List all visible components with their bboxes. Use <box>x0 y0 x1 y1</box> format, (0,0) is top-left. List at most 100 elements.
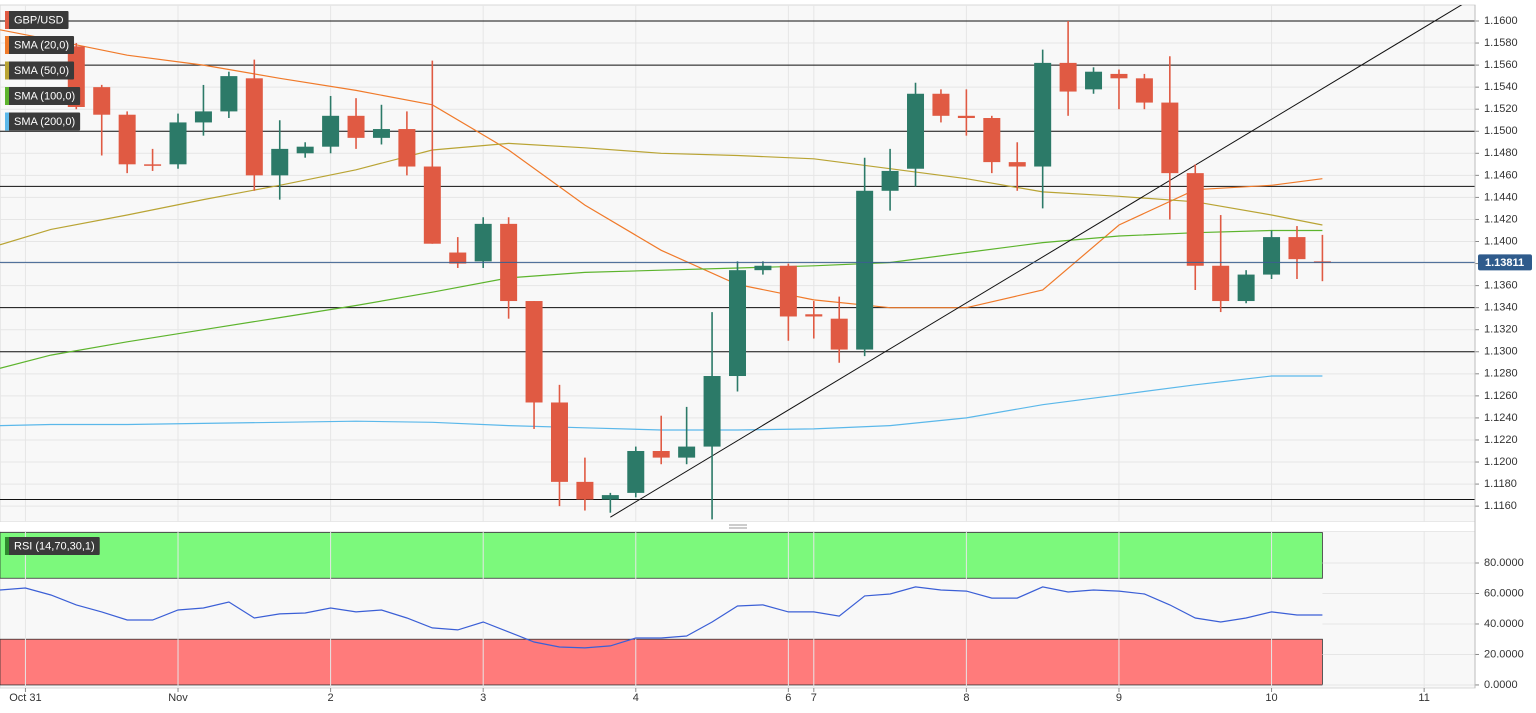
candle-body <box>525 301 543 403</box>
y-tick-label: 1.1260 <box>1484 390 1518 402</box>
legend-box <box>5 61 75 80</box>
candle-body <box>1263 237 1281 275</box>
y-tick-label: 1.1240 <box>1484 412 1518 424</box>
legend-swatch <box>5 11 9 29</box>
candle-body <box>729 270 746 377</box>
candle-body <box>983 118 1001 163</box>
y-tick-label: 40.0000 <box>1484 618 1524 630</box>
y-tick-label: 1.1300 <box>1484 346 1518 358</box>
y-tick-label: 1.1320 <box>1484 324 1518 336</box>
candle-body <box>144 164 162 166</box>
y-tick-label: 1.1340 <box>1484 302 1518 314</box>
candle-body <box>93 87 111 115</box>
x-tick-label: 2 <box>328 692 334 704</box>
candle-body <box>754 265 772 271</box>
y-tick-label: 1.1400 <box>1484 235 1518 247</box>
y-tick-label: 1.1440 <box>1484 191 1518 203</box>
rsi-zone <box>0 532 1323 579</box>
legend-swatch <box>5 36 9 54</box>
candle-body <box>372 129 390 138</box>
x-tick-label: Oct 31 <box>9 692 41 704</box>
rsi-series <box>0 531 1475 688</box>
candle-body <box>703 376 721 447</box>
legend-label: RSI (14,70,30,1) <box>14 540 95 552</box>
candle-body <box>652 450 670 458</box>
legend-item: SMA (100,0) <box>5 87 81 105</box>
candle-body <box>678 446 696 458</box>
y-tick-label: 1.1360 <box>1484 280 1518 292</box>
candle-body <box>1059 62 1077 92</box>
y-tick-label: 1.1160 <box>1484 500 1517 512</box>
sma-line <box>0 29 1323 309</box>
x-tick-label: 11 <box>1418 692 1429 704</box>
candle-body <box>474 223 492 262</box>
y-tick-label: 1.1600 <box>1484 15 1518 27</box>
candle-body <box>1212 265 1230 302</box>
candle-body <box>932 93 950 116</box>
candle-body <box>423 166 441 244</box>
legend-item: GBP/USD <box>5 11 69 29</box>
candle-body <box>856 190 874 350</box>
candle-body <box>271 148 289 176</box>
y-tick-label: 1.1580 <box>1484 37 1518 49</box>
sma-line <box>0 229 1323 369</box>
candle-body <box>322 115 340 147</box>
x-tick-label: 7 <box>811 692 817 704</box>
candle-body <box>1008 162 1026 167</box>
trend-line <box>610 5 1463 518</box>
candle-body <box>245 78 263 176</box>
candle-body <box>881 170 899 191</box>
y-tick-label: 60.0000 <box>1484 587 1524 599</box>
panel-divider[interactable] <box>0 522 1475 531</box>
legend-box <box>5 112 81 131</box>
x-tick-label: 6 <box>785 692 791 704</box>
candle-body <box>169 122 187 165</box>
sma-line <box>0 142 1323 246</box>
x-tick-label: 9 <box>1116 692 1122 704</box>
legend-item: SMA (50,0) <box>5 61 75 80</box>
y-tick-label: 1.1420 <box>1484 213 1518 225</box>
legend-box <box>5 87 81 105</box>
candle-body <box>627 450 645 493</box>
candle-body <box>1288 237 1306 260</box>
overlay: 1.1160 1.1180 1.1200 1.1220 1.1240 1.1260 1.12… <box>5 5 1532 704</box>
last-price-box <box>1478 254 1532 271</box>
y-tick-label: 1.1220 <box>1484 434 1518 446</box>
y-tick-label: 1.1280 <box>1484 368 1518 380</box>
legend-swatch <box>5 61 9 80</box>
candle-body <box>220 76 238 112</box>
rsi-zone <box>0 638 1323 686</box>
x-tick-label: 3 <box>480 692 486 704</box>
x-tick-label: 8 <box>963 692 969 704</box>
legend-item: SMA (200,0) <box>5 112 81 131</box>
candle-body <box>449 252 467 264</box>
candle-body <box>1135 78 1153 103</box>
legend-box <box>5 11 69 29</box>
candle-body <box>398 129 416 167</box>
candle-body <box>1186 173 1204 266</box>
rsi-line <box>0 586 1323 649</box>
y-tick-label: 1.1460 <box>1484 169 1518 181</box>
y-tick-label: 1.1540 <box>1484 81 1518 93</box>
legend-box <box>5 537 100 555</box>
candle-body <box>779 265 797 317</box>
main-series <box>0 5 1475 522</box>
y-tick-label: 1.1180 <box>1484 478 1517 490</box>
legend-swatch <box>5 87 9 105</box>
y-tick-label: 1.1520 <box>1484 103 1518 115</box>
candle-body <box>1237 274 1255 302</box>
candle-body <box>601 495 619 500</box>
candle-body <box>805 314 823 317</box>
y-tick-label: 1.1480 <box>1484 147 1518 159</box>
legend-item: SMA (20,0) <box>5 36 75 54</box>
legend-box <box>5 36 75 54</box>
legend-label: SMA (20,0) <box>14 39 69 51</box>
legend-swatch <box>5 112 9 131</box>
candle-body <box>1085 71 1103 90</box>
legend-label: GBP/USD <box>14 14 64 26</box>
last-price-label: 1.13811 <box>1485 257 1524 269</box>
x-tick-label: 4 <box>633 692 639 704</box>
y-tick-label: 1.1500 <box>1484 125 1518 137</box>
